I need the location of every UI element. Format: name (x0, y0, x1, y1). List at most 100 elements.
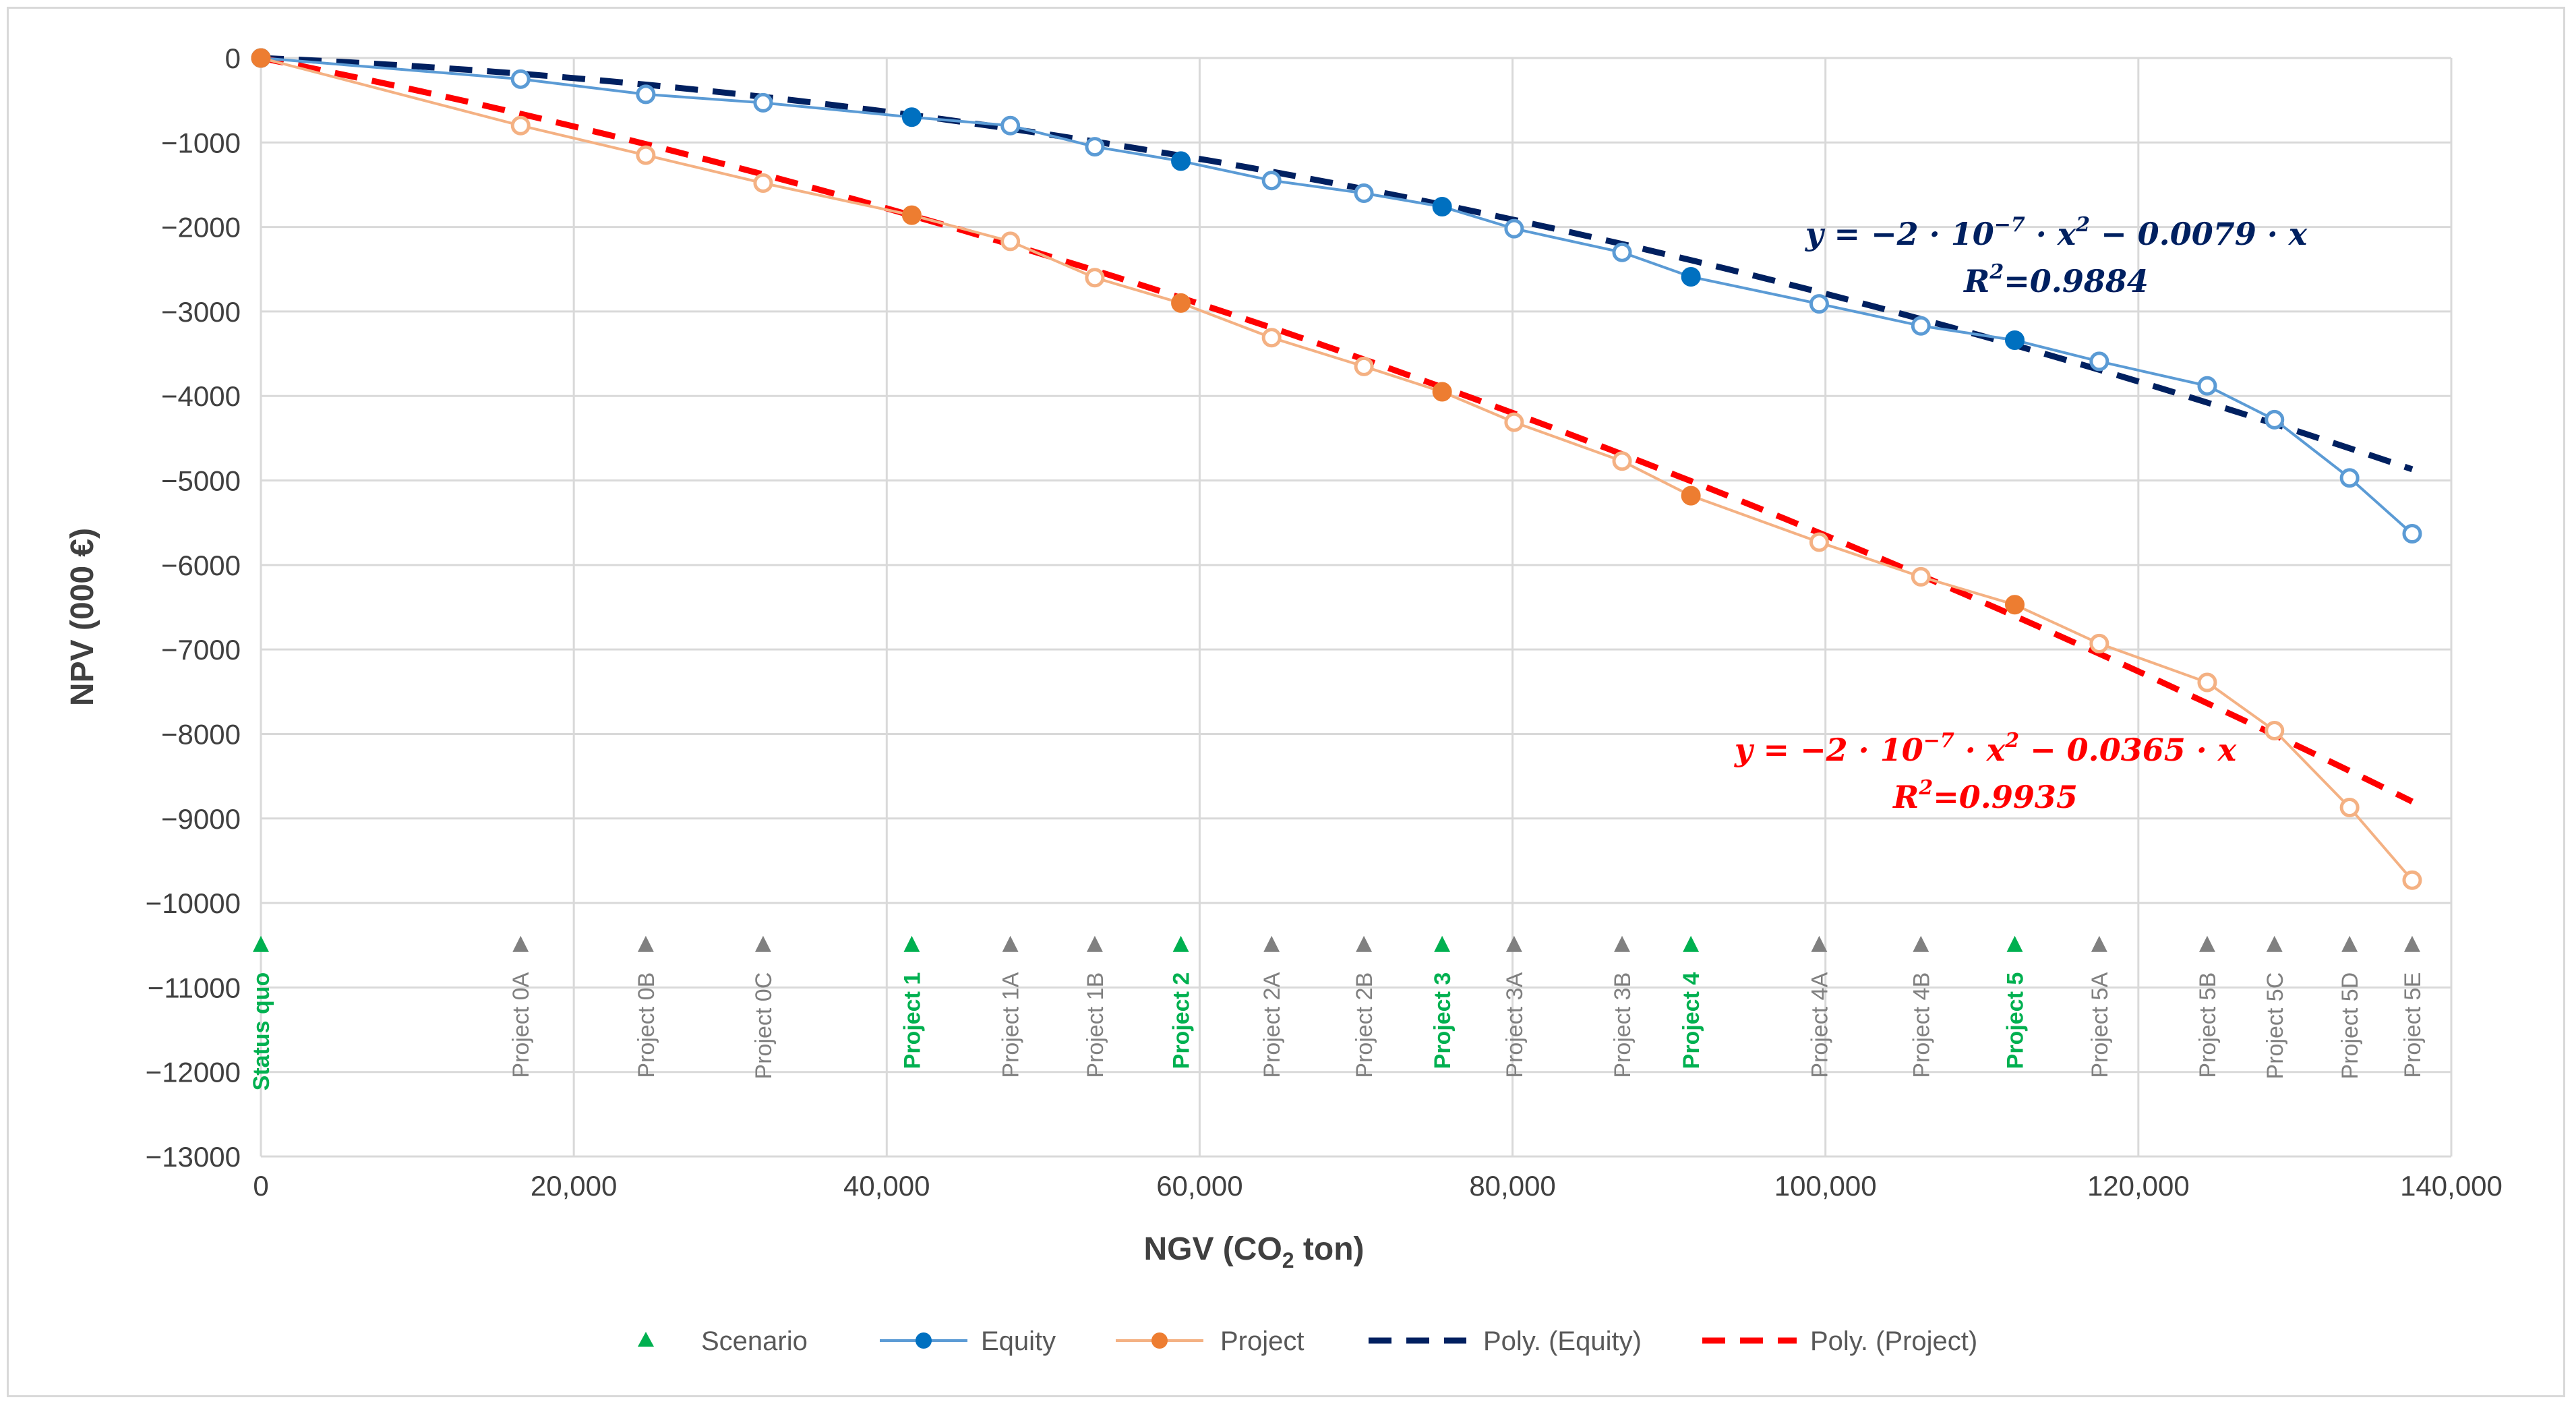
x-tick-label: 40,000 (843, 1170, 930, 1202)
scenario-label: Project 3 (1430, 972, 1456, 1069)
scenario-marker (2091, 935, 2107, 952)
equity-point (1085, 137, 1105, 157)
legend-project-marker (1151, 1332, 1168, 1349)
x-tick-label: 100,000 (1774, 1170, 1877, 1202)
scenario-label: Project 3A (1502, 972, 1528, 1078)
project-point (753, 173, 773, 193)
project-point (1354, 356, 1374, 376)
equity-point (1432, 197, 1452, 217)
poly-equity-trendline (260, 55, 2414, 473)
scenario-label: Project 4A (1807, 972, 1832, 1078)
y-tick-label: −4000 (161, 380, 241, 412)
project-series-line (260, 57, 2414, 881)
trendlines (260, 55, 2414, 804)
poly-project-trendline (260, 55, 2414, 804)
scenario-marker (1614, 935, 1631, 952)
scenario-marker (1811, 935, 1828, 952)
y-tick-label: −8000 (161, 718, 241, 750)
scenario-label: Project 5 (2003, 972, 2029, 1069)
equity-point (636, 84, 656, 105)
x-tick-label: 20,000 (531, 1170, 617, 1202)
project-trend-r2: R2=0.9935 (1892, 776, 2078, 815)
project-point (1681, 486, 1701, 506)
project-point (2089, 633, 2109, 653)
scenario-label: Project 0C (751, 972, 777, 1080)
equity-point (1612, 242, 1632, 262)
scenario-marker (1683, 935, 1700, 952)
project-point (1085, 268, 1105, 288)
y-tick-label: −10000 (146, 887, 241, 919)
scenario-label: Project 4 (1679, 972, 1704, 1069)
scenario-marker (2006, 935, 2023, 952)
data-series (251, 48, 2422, 890)
x-axis-title-main: NGV (CO (1143, 1231, 1282, 1267)
scenario-marker (2266, 935, 2283, 952)
equity-point (1171, 151, 1191, 171)
x-axis-title: NGV (CO2 ton) (1143, 1231, 1364, 1272)
scenario-label: Project 5A (2087, 972, 2113, 1078)
equity-point (901, 107, 922, 127)
project-point (636, 145, 656, 165)
scenario-marker (512, 935, 529, 952)
x-tick-label: 140,000 (2400, 1170, 2503, 1202)
equity-point (2005, 330, 2025, 351)
scenario-label: Project 4B (1909, 972, 1934, 1078)
project-point (2197, 672, 2217, 693)
scenario-marker (903, 935, 920, 952)
scenario-marker (1356, 935, 1373, 952)
project-point (1911, 566, 1931, 587)
project-point (2005, 595, 2025, 615)
equity-point (1681, 267, 1701, 287)
y-tick-label: −3000 (161, 296, 241, 328)
chart-frame (7, 7, 2565, 1397)
equity-trend-r2: R2=0.9884 (1963, 260, 2149, 299)
y-axis-title: NPV (000 €) (65, 528, 100, 706)
y-tick-label: −6000 (161, 550, 241, 581)
scenario-marker (1913, 935, 1929, 952)
equity-point (1261, 171, 1282, 191)
scenario-marker (1263, 935, 1280, 952)
scenario-label: Project 2B (1352, 972, 1377, 1078)
y-tick-label: −5000 (161, 465, 241, 497)
scenario-label: Project 2A (1259, 972, 1285, 1078)
scenario-marker (1002, 935, 1019, 952)
scenario-label: Project 3B (1610, 972, 1636, 1078)
y-tick-label: −1000 (161, 127, 241, 158)
project-point (251, 48, 271, 68)
y-tick-label: −2000 (161, 212, 241, 243)
project-point (2265, 720, 2285, 740)
equity-point (1000, 115, 1021, 136)
scenario-marker (637, 935, 654, 952)
y-tick-label: −11000 (148, 972, 241, 1003)
equity-point (1504, 218, 1524, 239)
project-trend-equation: y = −2 · 10−7 · x2 − 0.0365 · x (1734, 729, 2237, 768)
scenario-label: Project 2 (1169, 972, 1195, 1069)
equity-point (1911, 316, 1931, 336)
y-tick-label: −9000 (161, 803, 241, 835)
y-tick-label: 0 (225, 42, 241, 74)
legend-project-label: Project (1220, 1326, 1305, 1356)
project-point (1504, 412, 1524, 432)
project-point (1171, 293, 1191, 313)
scenario-label: Project 1B (1083, 972, 1108, 1078)
scenario-label: Status quo (249, 972, 274, 1091)
equity-point (2265, 409, 2285, 430)
scenario-label: Project 0A (508, 972, 534, 1078)
equity-point (510, 69, 531, 89)
legend-poly-project-label: Poly. (Project) (1810, 1326, 1977, 1356)
scenario-marker (2341, 935, 2358, 952)
scenario-label: Project 5B (2195, 972, 2221, 1078)
equity-series-line (260, 57, 2414, 535)
legend-equity-label: Equity (981, 1326, 1056, 1356)
legend-poly-equity-label: Poly. (Equity) (1483, 1326, 1642, 1356)
scenario-marker (1172, 935, 1189, 952)
equity-point (753, 92, 773, 113)
legend-scenario-marker (638, 1332, 654, 1347)
project-point (901, 205, 922, 225)
equation-annotations: y = −2 · 10−7 · x2 − 0.0079 · x R2=0.9884… (1734, 213, 2308, 815)
scenario-marker (2198, 935, 2215, 952)
equity-point (1809, 294, 1829, 314)
x-axis-title-suffix: ton) (1294, 1231, 1365, 1267)
equity-point (1354, 183, 1374, 203)
